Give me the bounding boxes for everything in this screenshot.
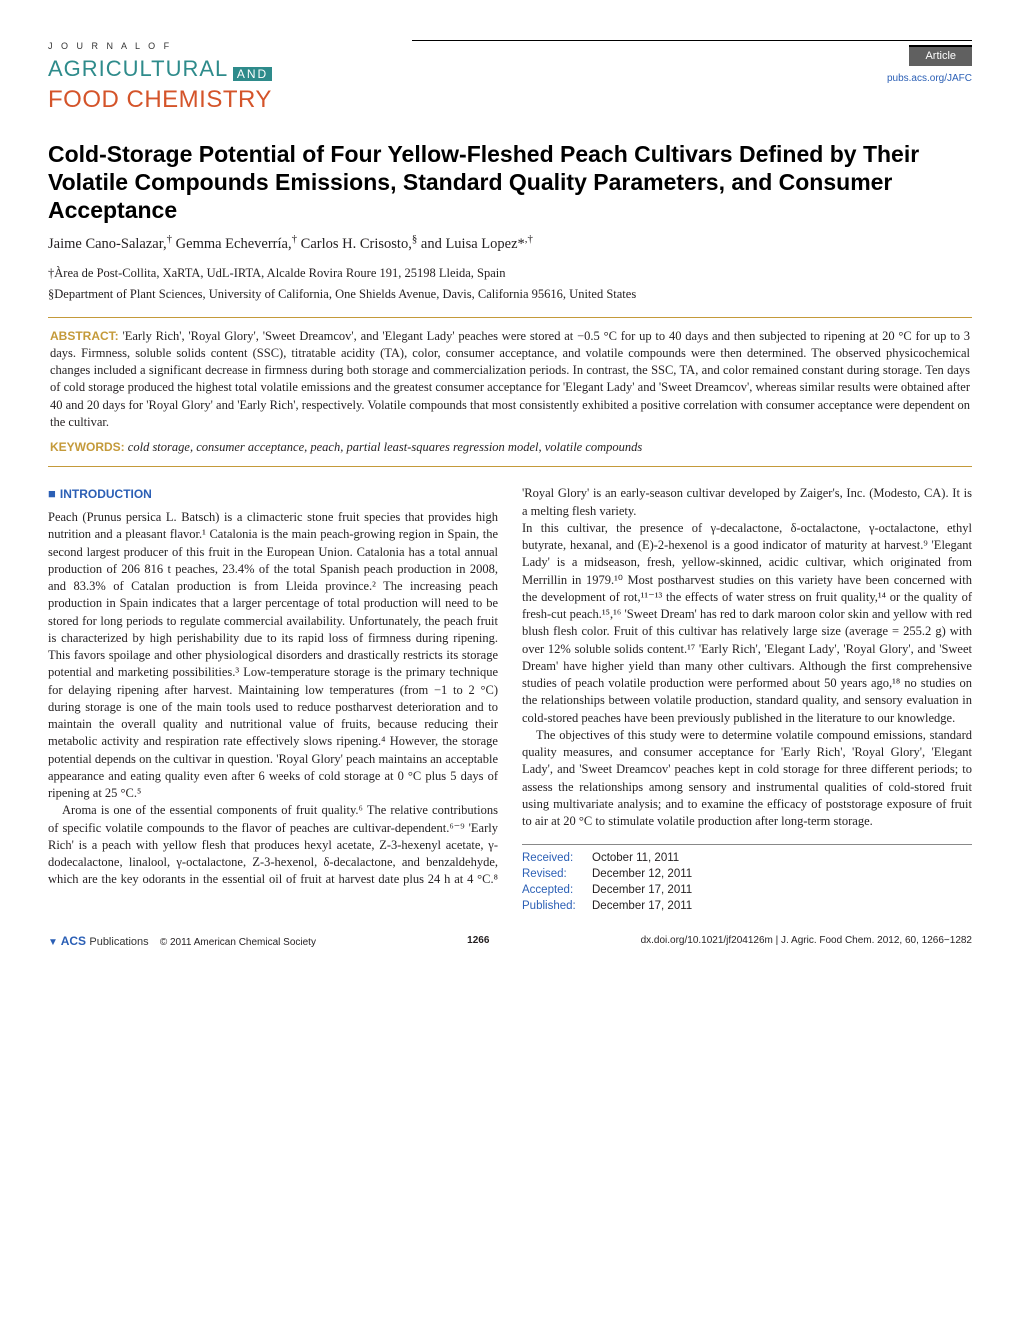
dates-box: Received:October 11, 2011 Revised:Decemb… [522, 844, 972, 914]
page-number: 1266 [467, 935, 489, 946]
section-introduction: ■ INTRODUCTION [48, 485, 498, 503]
page-footer: ▼ ACS Publications © 2011 American Chemi… [48, 933, 972, 950]
author-list: Jaime Cano-Salazar,† Gemma Echeverría,† … [48, 232, 972, 254]
received-label: Received: [522, 851, 592, 867]
header-right: Article pubs.acs.org/JAFC [412, 40, 972, 85]
affiliation-2: §Department of Plant Sciences, Universit… [48, 286, 972, 303]
article-title: Cold-Storage Potential of Four Yellow-Fl… [48, 140, 972, 224]
accepted-date: December 17, 2011 [592, 883, 692, 899]
body-p4: The objectives of this study were to det… [522, 727, 972, 831]
body-columns: ■ INTRODUCTION Peach (Prunus persica L. B… [48, 485, 972, 914]
received-date: October 11, 2011 [592, 851, 679, 867]
body-p1: Peach (Prunus persica L. Batsch) is a cl… [48, 509, 498, 802]
keywords-label: KEYWORDS: [50, 440, 125, 454]
article-badge: Article [909, 45, 972, 66]
published-date: December 17, 2011 [592, 899, 692, 915]
acs-triangle-icon: ▼ [48, 937, 58, 948]
abstract-box: ABSTRACT: 'Early Rich', 'Royal Glory', '… [48, 317, 972, 468]
footer-left: ▼ ACS Publications © 2011 American Chemi… [48, 933, 316, 950]
keywords-text: cold storage, consumer acceptance, peach… [128, 440, 643, 454]
published-label: Published: [522, 899, 592, 915]
revised-label: Revised: [522, 867, 592, 883]
journal-logo: J O U R N A L O F AGRICULTURAL AND FOOD … [48, 40, 272, 116]
pubs-link[interactable]: pubs.acs.org/JAFC [412, 72, 972, 86]
journal-food: FOOD CHEMISTRY [48, 84, 272, 116]
accepted-label: Accepted: [522, 883, 592, 899]
journal-and: AND [233, 67, 272, 81]
section-intro-label: INTRODUCTION [60, 487, 152, 501]
copyright-text: © 2011 American Chemical Society [160, 937, 316, 948]
abstract-text: 'Early Rich', 'Royal Glory', 'Sweet Drea… [50, 329, 970, 429]
square-icon: ■ [48, 486, 56, 501]
body-p3: In this cultivar, the presence of γ-deca… [522, 520, 972, 727]
footer-page: 1266 [467, 934, 489, 948]
acs-publications-sub: Publications [89, 936, 148, 948]
journal-agricultural: AGRICULTURAL [48, 56, 228, 81]
page-header: J O U R N A L O F AGRICULTURAL AND FOOD … [48, 40, 972, 116]
journal-line1: J O U R N A L O F [48, 40, 272, 52]
footer-doi: dx.doi.org/10.1021/jf204126m | J. Agric.… [641, 934, 972, 948]
revised-date: December 12, 2011 [592, 867, 692, 883]
affiliation-1: †Àrea de Post-Collita, XaRTA, UdL-IRTA, … [48, 265, 972, 282]
abstract-label: ABSTRACT: [50, 329, 119, 343]
acs-publications-label: ACS [61, 934, 90, 948]
